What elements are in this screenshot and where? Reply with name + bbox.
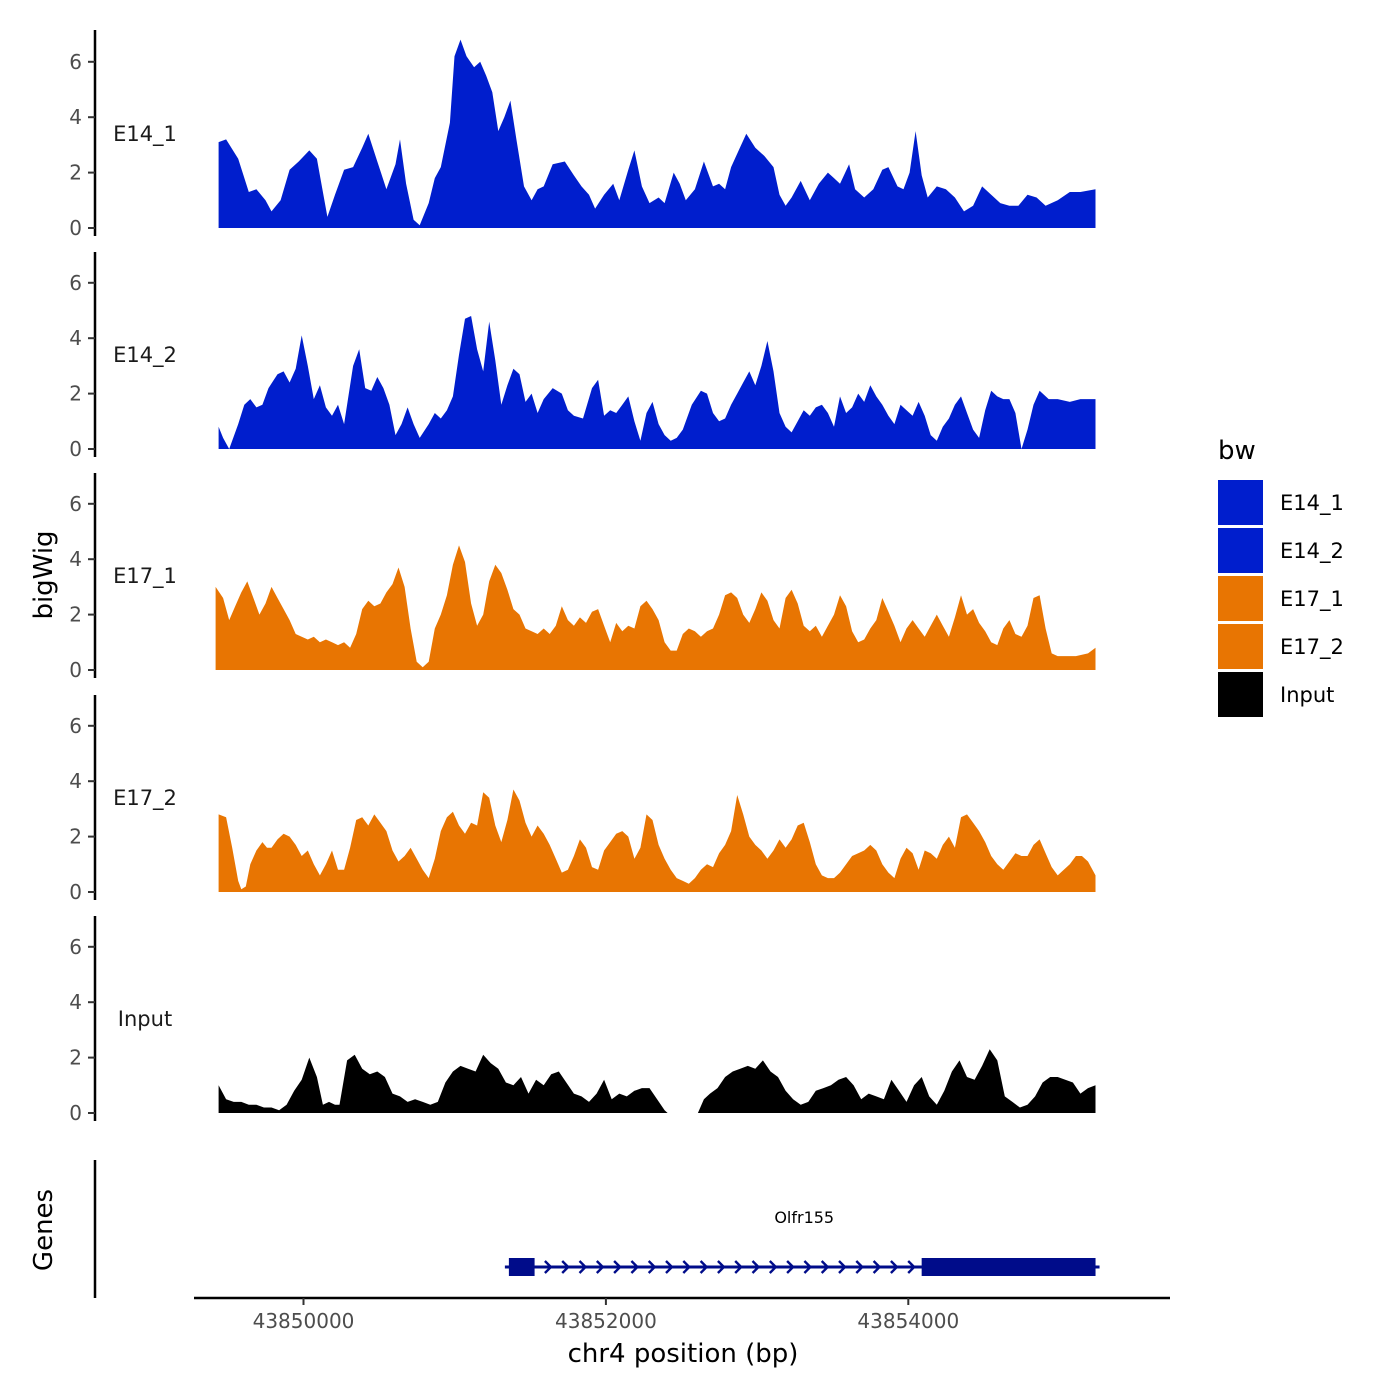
y-tick-label: 6 xyxy=(69,271,82,295)
track-label: E17_2 xyxy=(113,786,177,811)
signal-track-panels: 0 2 4 6 E14_1 0 2 4 6 E14_2 0 2 4 6 E17_1 0 2 4 6 E17_2 0 2 4 6… xyxy=(69,30,1096,1125)
gene-exon xyxy=(508,1258,535,1276)
track-E14_2: 0 2 4 6 E14_2 xyxy=(69,252,1096,461)
y-tick-label: 2 xyxy=(69,603,82,627)
x-axis: 43850000 43852000 43854000 xyxy=(194,1296,1170,1333)
signal-area-E14_1 xyxy=(218,39,1096,228)
strand-arrow xyxy=(803,1260,813,1274)
strand-arrow xyxy=(613,1260,622,1274)
legend-item: E14_1 xyxy=(1218,480,1344,525)
track-E17_2: 0 2 4 6 E17_2 xyxy=(69,695,1096,904)
y-tick-label: 4 xyxy=(69,326,82,350)
y-axis-title: bigWig xyxy=(29,530,59,619)
y-tick-label: 6 xyxy=(69,935,82,959)
y-tick-label: 6 xyxy=(69,492,82,516)
legend-label: Input xyxy=(1280,683,1334,707)
signal-area-E17_1 xyxy=(215,545,1096,670)
gene-track-title: Genes xyxy=(29,1189,59,1271)
legend-item: Input xyxy=(1218,672,1334,717)
strand-arrow xyxy=(682,1260,691,1274)
y-tick-label: 2 xyxy=(69,382,82,406)
y-tick-label: 6 xyxy=(69,714,82,738)
strand-arrow xyxy=(561,1260,570,1274)
strand-arrow xyxy=(855,1260,864,1274)
strand-arrow xyxy=(820,1260,830,1274)
strand-arrow xyxy=(647,1260,657,1274)
strand-arrow xyxy=(907,1260,916,1274)
strand-arrow xyxy=(578,1260,588,1274)
legend-key xyxy=(1218,528,1263,573)
strand-arrow xyxy=(665,1260,674,1274)
y-tick-label: 0 xyxy=(69,216,82,240)
legend: bw E14_1 E14_2 E17_1 E17_2 Input xyxy=(1218,436,1344,717)
legend-label: E17_2 xyxy=(1280,635,1344,660)
y-tick-label: 2 xyxy=(69,161,82,185)
track-E17_1: 0 2 4 6 E17_1 xyxy=(69,473,1096,682)
strand-arrow xyxy=(630,1260,640,1274)
strand-arrow xyxy=(838,1260,847,1274)
y-tick-label: 4 xyxy=(69,990,82,1014)
track-Input: 0 2 4 6 Input xyxy=(69,916,1096,1125)
strand-arrow xyxy=(768,1260,778,1274)
y-tick-label: 0 xyxy=(69,658,82,682)
strand-arrow xyxy=(734,1260,743,1274)
x-axis-title: chr4 position (bp) xyxy=(568,1339,799,1369)
legend-label: E14_1 xyxy=(1280,491,1344,516)
legend-item: E17_2 xyxy=(1218,624,1344,669)
y-tick-label: 0 xyxy=(69,437,82,461)
strand-arrow xyxy=(717,1260,726,1274)
gene-track-panel: Olfr155 xyxy=(93,1160,1100,1298)
x-tick-label: 43850000 xyxy=(253,1309,355,1333)
y-tick-label: 2 xyxy=(69,1046,82,1070)
signal-area-Input xyxy=(697,1049,1096,1113)
legend-label: E14_2 xyxy=(1280,539,1344,564)
x-tick-label: 43854000 xyxy=(857,1309,959,1333)
legend-key xyxy=(1218,624,1263,669)
signal-area-E14_2 xyxy=(218,316,1096,449)
legend-title: bw xyxy=(1218,436,1256,466)
y-tick-label: 0 xyxy=(69,1101,82,1125)
legend-label: E17_1 xyxy=(1280,587,1344,612)
y-tick-label: 4 xyxy=(69,105,82,129)
legend-key xyxy=(1218,576,1263,621)
strand-arrow xyxy=(699,1260,709,1274)
track-label: E14_1 xyxy=(113,122,177,147)
strand-arrow xyxy=(872,1260,882,1274)
y-tick-label: 2 xyxy=(69,825,82,849)
gene-name-label: Olfr155 xyxy=(774,1208,834,1227)
y-tick-label: 4 xyxy=(69,769,82,793)
legend-key xyxy=(1218,480,1263,525)
y-tick-label: 0 xyxy=(69,880,82,904)
y-tick-label: 4 xyxy=(69,547,82,571)
strand-arrow xyxy=(751,1260,761,1274)
track-label: Input xyxy=(118,1007,172,1031)
track-E14_1: 0 2 4 6 E14_1 xyxy=(69,30,1096,240)
y-tick-label: 6 xyxy=(69,50,82,74)
strand-arrow xyxy=(544,1260,553,1274)
strand-arrow xyxy=(890,1260,899,1274)
strand-arrow xyxy=(595,1260,605,1274)
gene-Olfr155: Olfr155 xyxy=(504,1208,1100,1276)
strand-arrow xyxy=(786,1260,795,1274)
legend-item: E17_1 xyxy=(1218,576,1344,621)
legend-item: E14_2 xyxy=(1218,528,1344,573)
signal-area-E17_2 xyxy=(218,789,1096,892)
legend-key xyxy=(1218,672,1263,717)
gene-exon xyxy=(921,1258,1096,1276)
track-label: E17_1 xyxy=(113,564,177,589)
signal-area-Input xyxy=(218,1054,668,1113)
track-label: E14_2 xyxy=(113,343,177,368)
x-tick-label: 43852000 xyxy=(555,1309,657,1333)
